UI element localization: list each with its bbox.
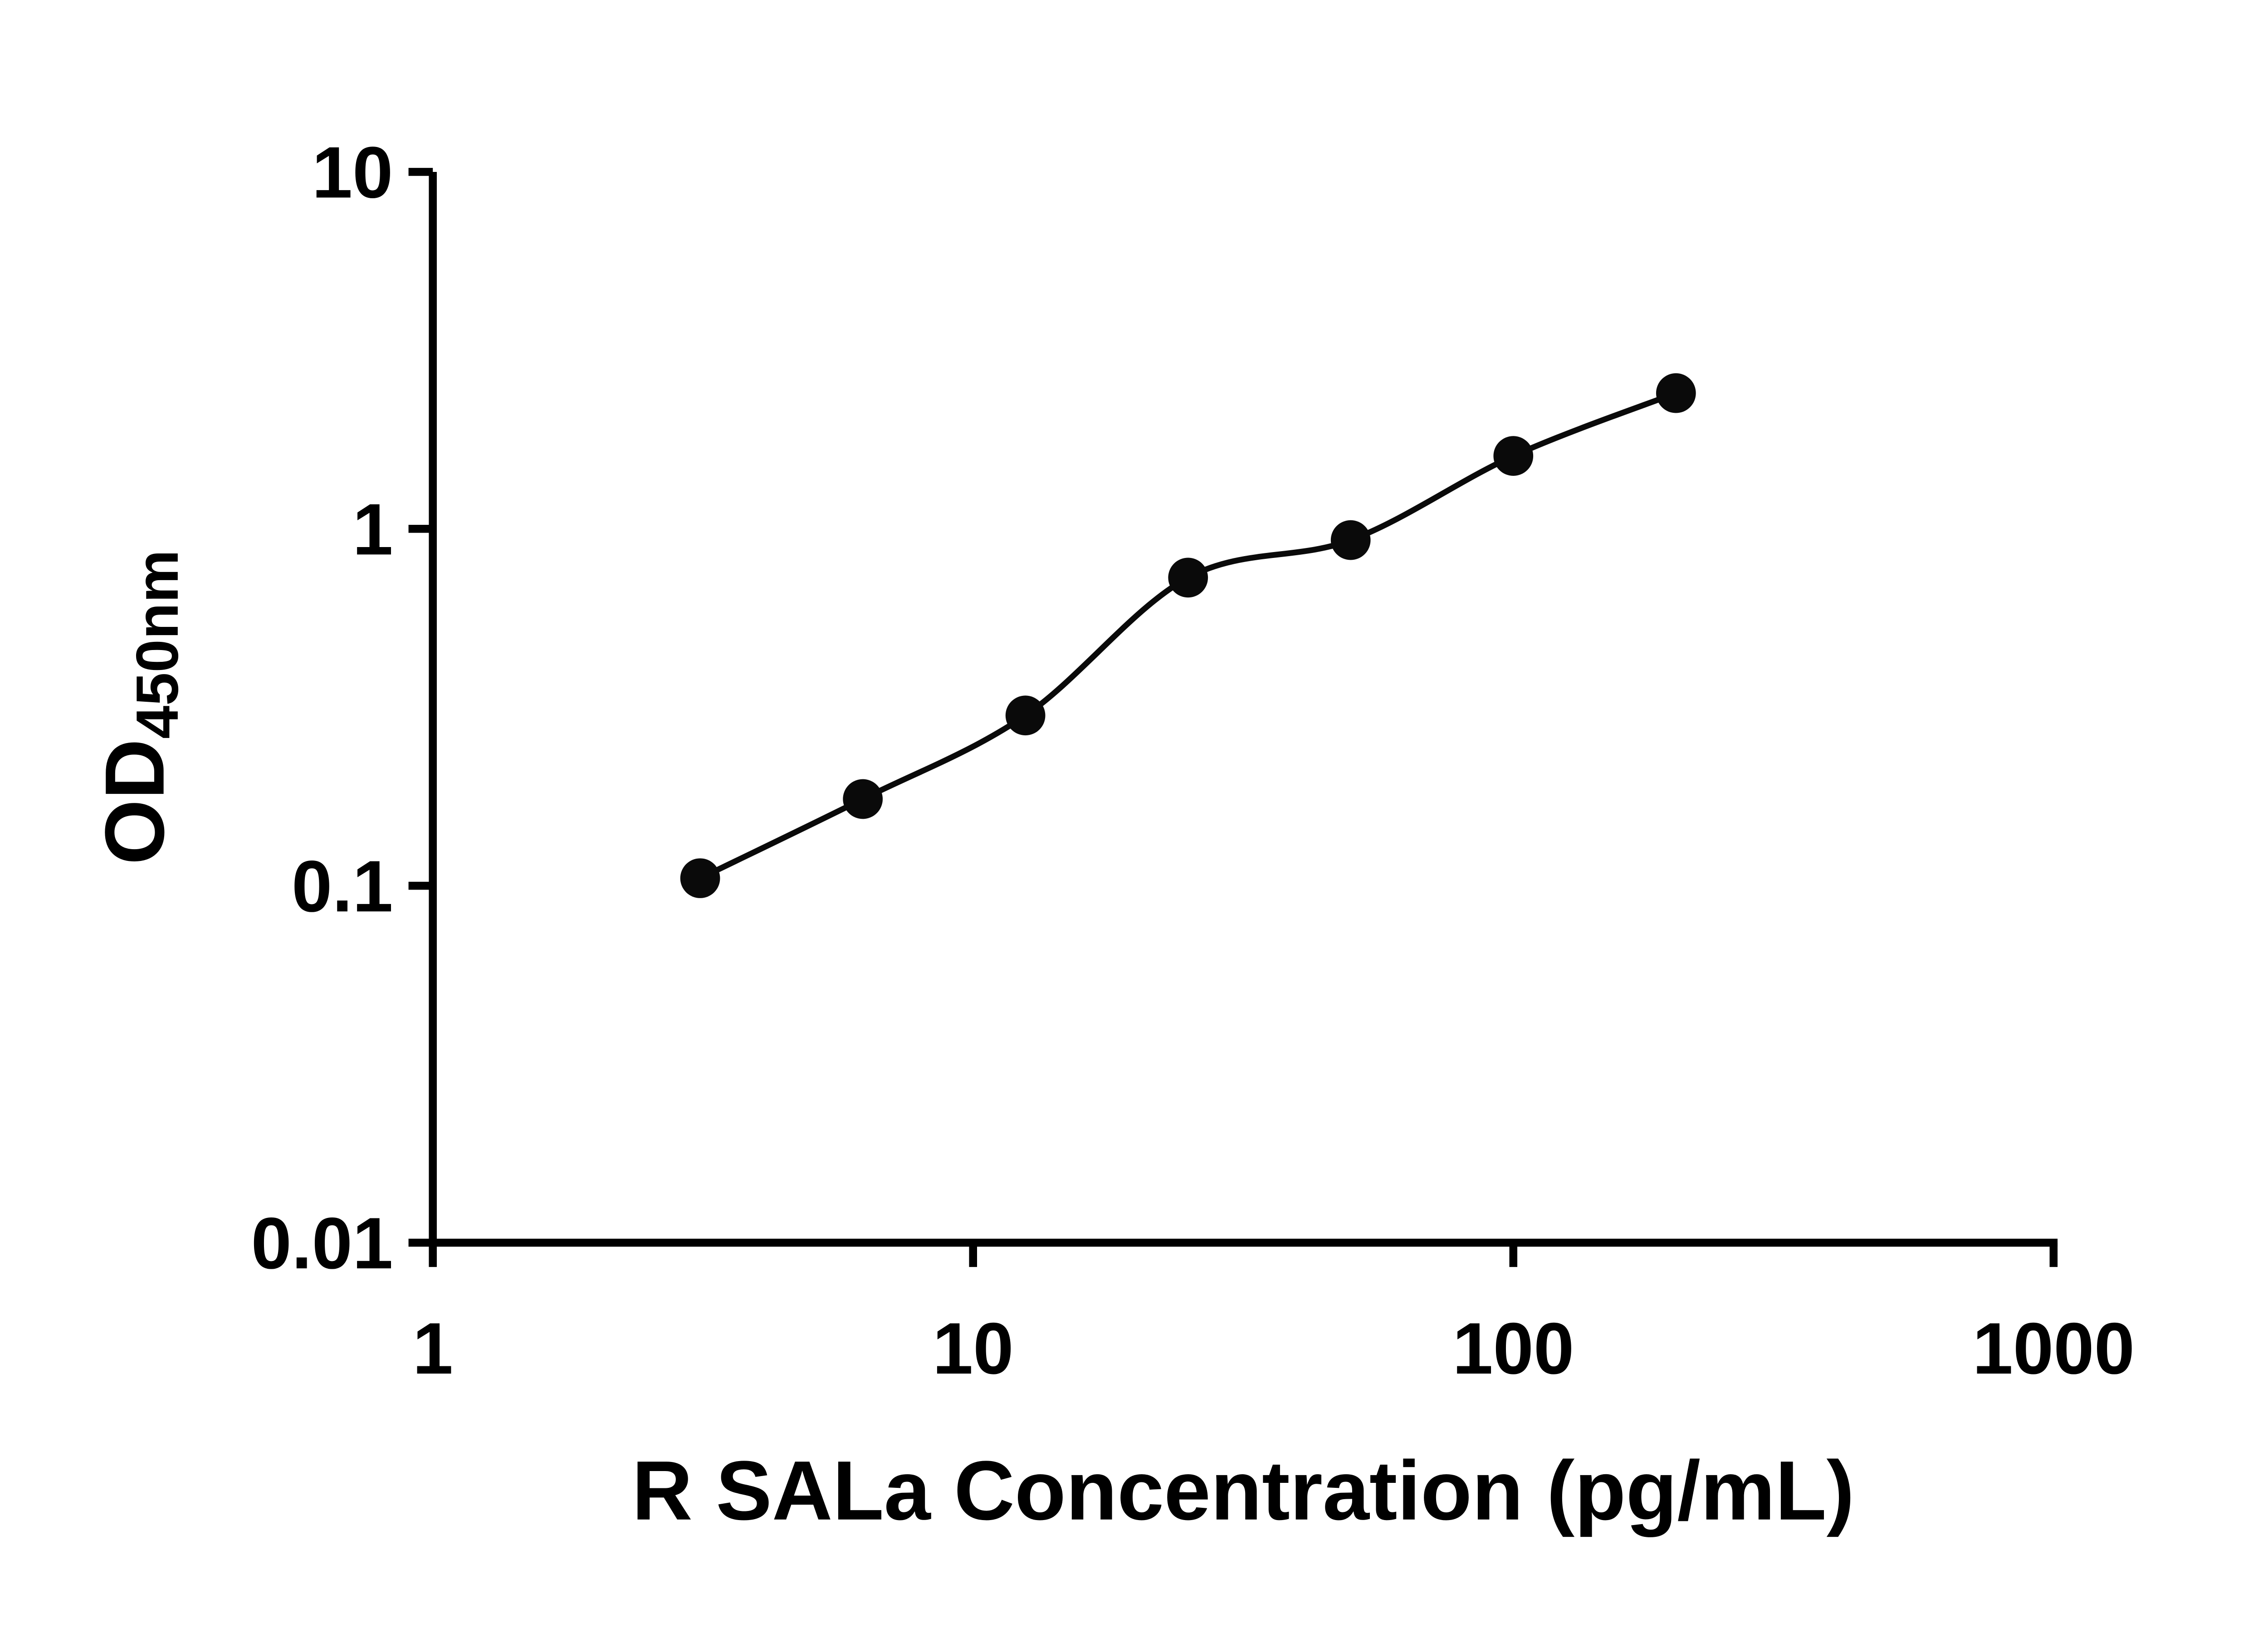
y-tick-label: 10 (312, 132, 393, 213)
tick-labels: 1 10 100 1000 0.01 0.1 1 10 (251, 132, 2135, 1389)
x-tick-label: 1 (412, 1308, 453, 1389)
y-axis-title-main: OD (88, 739, 182, 865)
y-tick-label: 0.1 (292, 846, 393, 927)
data-point (1005, 695, 1046, 736)
data-point (843, 779, 883, 819)
data-point (1493, 436, 1534, 476)
x-tick-label: 1000 (1972, 1308, 2135, 1389)
data-point (1168, 557, 1208, 598)
x-tick-label: 100 (1452, 1308, 1574, 1389)
data-point (1330, 520, 1371, 560)
axes (429, 171, 2058, 1247)
data-point (680, 858, 720, 898)
y-tick-label: 1 (352, 489, 393, 570)
data-points (680, 373, 1696, 898)
x-axis-title: R SALa Concentration (pg/mL) (632, 1444, 1854, 1538)
tick-marks (408, 168, 2058, 1267)
x-tick-label: 10 (933, 1308, 1014, 1389)
data-point (1656, 373, 1696, 413)
y-axis-title: OD450nm (88, 550, 191, 865)
axis-spine (429, 171, 2058, 1247)
y-axis-title-subscript: 450nm (124, 550, 191, 739)
y-tick-label: 0.01 (251, 1203, 393, 1284)
